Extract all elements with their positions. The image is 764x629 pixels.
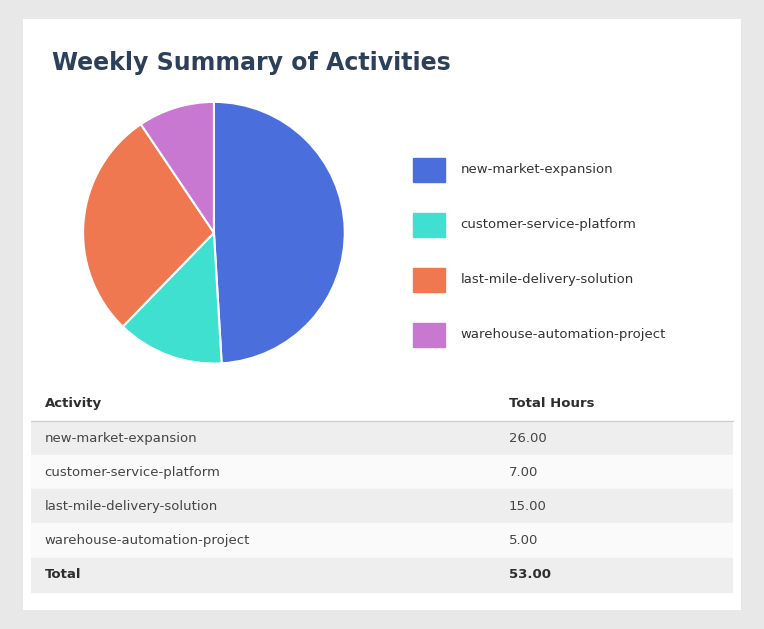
Text: customer-service-platform: customer-service-platform xyxy=(44,466,221,479)
Text: warehouse-automation-project: warehouse-automation-project xyxy=(461,328,666,341)
Text: customer-service-platform: customer-service-platform xyxy=(461,218,636,231)
Text: last-mile-delivery-solution: last-mile-delivery-solution xyxy=(461,273,634,286)
Text: warehouse-automation-project: warehouse-automation-project xyxy=(44,534,250,547)
Text: 26.00: 26.00 xyxy=(509,431,546,445)
Bar xyxy=(31,421,733,455)
Text: new-market-expansion: new-market-expansion xyxy=(461,163,613,176)
Text: Total: Total xyxy=(44,568,81,581)
Wedge shape xyxy=(123,233,222,364)
Text: 5.00: 5.00 xyxy=(509,534,538,547)
Wedge shape xyxy=(141,102,214,233)
FancyBboxPatch shape xyxy=(16,13,748,616)
Text: 53.00: 53.00 xyxy=(509,568,551,581)
Text: new-market-expansion: new-market-expansion xyxy=(44,431,197,445)
Text: last-mile-delivery-solution: last-mile-delivery-solution xyxy=(44,500,218,513)
Bar xyxy=(31,489,733,523)
Text: 7.00: 7.00 xyxy=(509,466,538,479)
Wedge shape xyxy=(83,124,214,326)
Text: Total Hours: Total Hours xyxy=(509,397,594,410)
Bar xyxy=(413,213,445,237)
Bar xyxy=(31,557,733,592)
Text: 15.00: 15.00 xyxy=(509,500,546,513)
Bar xyxy=(31,455,733,489)
Bar xyxy=(413,323,445,347)
Wedge shape xyxy=(214,102,345,364)
Text: Weekly Summary of Activities: Weekly Summary of Activities xyxy=(52,52,451,75)
Text: Activity: Activity xyxy=(44,397,102,410)
Bar xyxy=(31,523,733,557)
Bar xyxy=(413,268,445,292)
Bar xyxy=(413,158,445,182)
